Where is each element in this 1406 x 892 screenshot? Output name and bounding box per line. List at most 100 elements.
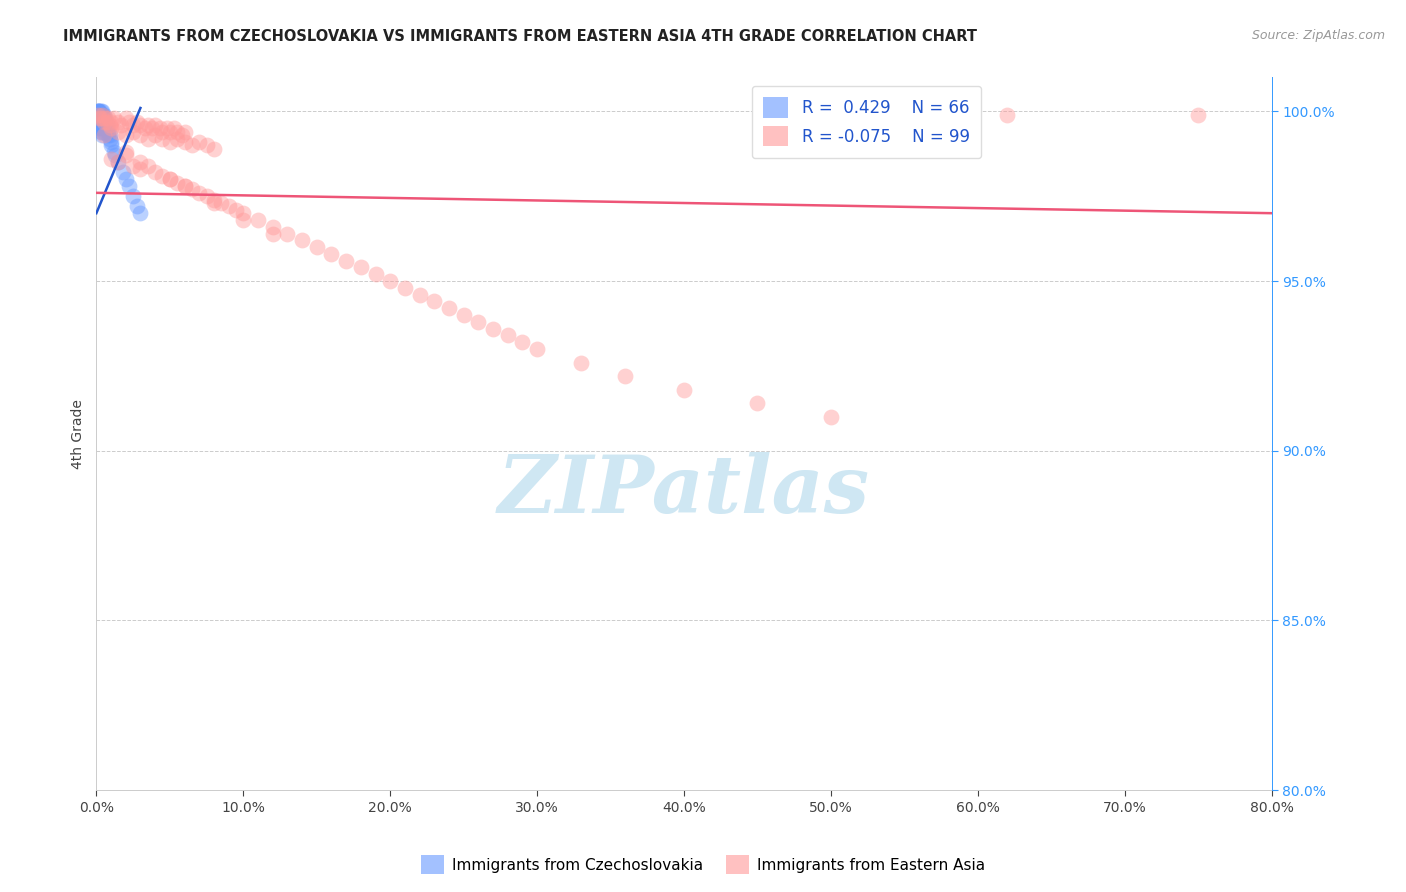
Point <box>90 111 112 125</box>
Point <box>87 111 110 125</box>
Point <box>129 118 152 132</box>
Point <box>103 111 125 125</box>
Point <box>114 128 136 142</box>
Point <box>159 172 181 186</box>
Point <box>173 135 195 149</box>
Point <box>163 121 186 136</box>
Point <box>100 138 122 153</box>
Point <box>90 111 112 125</box>
Point <box>350 260 373 275</box>
Point <box>90 111 112 125</box>
Point <box>91 108 114 122</box>
Point <box>1187 108 1209 122</box>
Point <box>129 155 152 169</box>
Point <box>97 125 120 139</box>
Point <box>87 108 110 122</box>
Point <box>114 148 136 162</box>
Point <box>87 108 110 122</box>
Point <box>90 114 112 128</box>
Point <box>152 131 174 145</box>
Legend: Immigrants from Czechoslovakia, Immigrants from Eastern Asia: Immigrants from Czechoslovakia, Immigran… <box>415 849 991 880</box>
Point <box>218 199 240 213</box>
Point <box>482 321 505 335</box>
Point <box>107 155 129 169</box>
Point <box>262 219 284 234</box>
Point <box>93 125 115 139</box>
Point <box>136 131 159 145</box>
Point <box>98 118 121 132</box>
Point <box>87 108 110 122</box>
Point <box>87 118 110 132</box>
Point <box>143 128 166 142</box>
Point <box>364 267 387 281</box>
Point <box>305 240 328 254</box>
Point <box>89 108 111 122</box>
Point <box>321 247 343 261</box>
Point <box>97 111 120 125</box>
Point <box>526 342 548 356</box>
Point <box>166 131 188 145</box>
Point <box>394 281 416 295</box>
Point <box>107 125 129 139</box>
Point <box>93 121 115 136</box>
Point <box>156 121 179 136</box>
Point <box>90 108 112 122</box>
Point <box>89 114 111 128</box>
Point <box>232 206 254 220</box>
Point <box>93 108 115 122</box>
Point <box>91 114 114 128</box>
Point <box>98 131 121 145</box>
Point <box>90 118 112 132</box>
Point <box>195 189 218 203</box>
Point <box>89 104 111 119</box>
Point <box>232 213 254 227</box>
Text: Source: ZipAtlas.com: Source: ZipAtlas.com <box>1251 29 1385 42</box>
Point <box>159 135 181 149</box>
Point <box>136 118 159 132</box>
Point <box>569 355 592 369</box>
Point <box>114 172 136 186</box>
Point <box>166 125 188 139</box>
Point <box>148 121 170 136</box>
Point <box>89 104 111 119</box>
Point <box>93 111 115 125</box>
Point <box>995 108 1018 122</box>
Point <box>122 125 145 139</box>
Point <box>89 111 111 125</box>
Point <box>512 335 534 350</box>
Text: IMMIGRANTS FROM CZECHOSLOVAKIA VS IMMIGRANTS FROM EASTERN ASIA 4TH GRADE CORRELA: IMMIGRANTS FROM CZECHOSLOVAKIA VS IMMIGR… <box>63 29 977 44</box>
Point <box>129 206 152 220</box>
Point <box>202 142 225 156</box>
Point <box>87 111 110 125</box>
Point <box>127 114 149 128</box>
Point <box>747 396 769 410</box>
Point <box>276 227 298 241</box>
Point <box>91 125 114 139</box>
Point <box>90 108 112 122</box>
Point <box>152 169 174 183</box>
Point <box>100 121 122 136</box>
Point <box>380 274 402 288</box>
Point <box>143 118 166 132</box>
Point <box>159 125 181 139</box>
Point <box>134 121 156 136</box>
Point <box>118 114 141 128</box>
Point <box>87 114 110 128</box>
Point <box>136 159 159 173</box>
Point <box>87 108 110 122</box>
Point <box>170 128 193 142</box>
Point <box>246 213 269 227</box>
Point <box>100 152 122 166</box>
Point <box>91 108 114 122</box>
Point <box>180 182 202 196</box>
Point <box>89 108 111 122</box>
Point <box>122 118 145 132</box>
Point <box>173 179 195 194</box>
Point <box>91 118 114 132</box>
Point <box>103 145 125 160</box>
Point <box>159 172 181 186</box>
Point <box>89 118 111 132</box>
Point <box>122 159 145 173</box>
Point <box>89 111 111 125</box>
Point <box>100 135 122 149</box>
